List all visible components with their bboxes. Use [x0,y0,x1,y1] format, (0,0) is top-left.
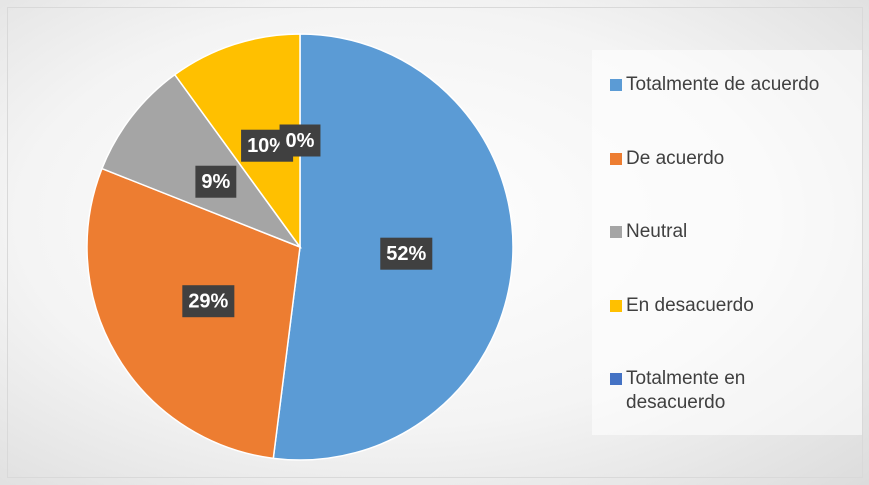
data-label: 29% [182,285,235,318]
data-label-box [380,237,433,270]
data-label-text: 9% [201,171,230,193]
data-label: 52% [380,237,433,270]
frame [7,7,863,478]
legend-label: Neutral [626,221,688,242]
data-label-box [182,285,235,318]
legend-swatch [610,152,622,165]
data-label-text: 29% [188,290,228,312]
data-label-box [279,124,321,157]
legend-item: De acuerdo [610,147,869,171]
legend: Totalmente de acuerdo De acuerdo Neutral En… [592,50,862,435]
legend-label: De acuerdo [626,147,725,169]
pie-slice [173,33,301,250]
legend-item: Totalmente en desacuerdo [610,367,786,415]
data-label-box [195,165,237,198]
data-label-text: 10% [247,135,287,157]
legend-label: En desacuerdo [626,294,754,316]
legend-item: Totalmente de acuerdo [610,73,869,97]
legend-label: Totalmente en desacuerdo [626,368,746,413]
data-label-text: 52% [386,243,426,265]
legend-item: Neutral [610,220,869,244]
legend-item: En desacuerdo [610,294,869,318]
legend-swatch [610,373,622,385]
data-label: 9% [195,165,237,198]
pie-slice [100,73,303,249]
legend-swatch [610,299,622,312]
legend-swatch [610,226,622,238]
legend-label: Totalmente de acuerdo [626,74,820,95]
legend-swatch [610,79,622,91]
data-label: 0% [279,124,321,157]
data-label-text: 0% [286,130,315,152]
